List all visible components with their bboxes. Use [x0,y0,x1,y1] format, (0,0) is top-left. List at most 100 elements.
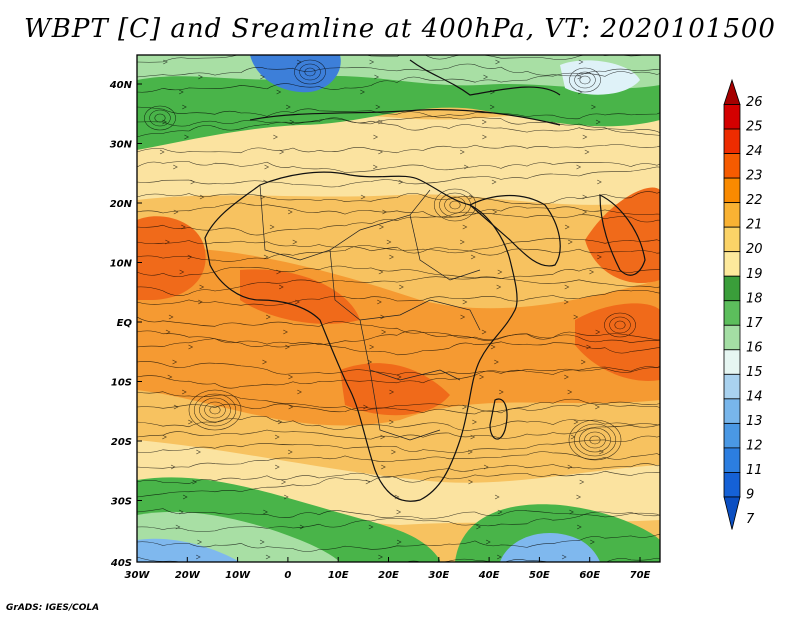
mediterranean-coastline [249,109,561,126]
streamline-arrow [579,479,585,485]
streamline-arrow [260,194,266,200]
wbpt-cold-pool-southwest [137,538,240,562]
vortex-ring [584,431,606,449]
streamline-arrow [172,359,178,365]
vortex-ring [144,105,176,131]
streamline-arrow [278,284,284,290]
streamline-arrow [196,449,201,455]
streamline-arrow [179,269,185,275]
colorbar-swatch [723,447,741,473]
lat-tick-label: 40N [109,80,133,91]
streamline-arrow [497,269,503,275]
streamline-arrow [582,134,588,140]
streamline-arrow [368,524,374,530]
streamline-arrow [188,419,193,425]
colorbar-label: 20 [746,242,763,257]
streamline-arrow [492,209,498,215]
streamline-arrow [489,104,495,110]
streamline-arrow [564,374,569,380]
streamline-arrow [380,434,386,440]
streamline [137,330,660,348]
streamline-arrow [399,284,404,290]
streamline-arrow [369,344,375,350]
wbpt-max-indian-ocean [575,303,660,381]
streamline [137,237,660,262]
coastlines [204,59,646,502]
streamline-arrow [178,509,184,515]
colorbar-label: 12 [746,438,763,453]
streamline-arrow [564,284,570,290]
streamline-arrow [190,179,196,185]
map-frame [136,54,661,563]
country-borders [259,184,481,441]
streamline-arrow [184,134,190,140]
streamline-arrow [582,194,588,200]
streamline-arrow [360,89,365,95]
streamline-arrow [382,209,388,215]
wbpt-band-19-20 [137,109,660,205]
streamline-arrow [199,284,205,290]
streamline-arrow [285,344,290,350]
wbpt-band-19-20-south [137,440,660,525]
lat-tick-label: 10S [111,378,132,389]
colorbar-label: 16 [746,340,763,355]
vortex-ring [604,312,636,338]
colorbar-swatch [723,300,741,326]
lat-tick-label: 10N [110,259,133,270]
streamline [137,55,647,63]
streamline-arrow [561,554,567,560]
streamline-arrow [173,404,179,410]
streamline-arrow [198,74,203,80]
streamline-arrow [360,194,366,200]
streamline-arrow [497,509,503,515]
streamline-arrow [262,359,268,365]
streamline-arrow [570,434,576,440]
streamline-arrow [198,299,203,305]
streamline-arrow [483,74,489,80]
streamline-arrow [178,89,184,95]
vortex-ring [188,389,242,431]
streamline-arrow [463,164,469,170]
wbpt-cold-pool-north [250,55,341,93]
vortex-ring [568,419,622,461]
streamline-arrow [396,374,402,380]
streamline-arrow [468,479,474,485]
lon-tick-label: 40E [478,570,500,581]
streamline-arrow [462,224,468,230]
streamline-arrow [379,224,384,230]
streamline-arrow [496,554,502,560]
streamline-arrow [567,239,573,245]
streamline-arrow [485,539,491,545]
streamline-arrow [285,104,291,110]
colorbar-swatch [723,275,741,302]
streamline-arrow [197,539,203,545]
streamline-arrow [265,554,271,560]
streamline [137,202,660,223]
streamline-arrow [389,254,394,260]
wbpt-band-17-18-southeast [455,504,660,562]
streamline [137,144,660,154]
streamline [137,415,660,431]
streamline [137,508,660,520]
colorbar-swatch [723,324,741,351]
streamline-arrow [363,404,368,410]
streamline-arrow [276,89,282,95]
streamline-arrow [564,224,570,230]
streamline-arrow [481,329,487,335]
streamline-arrow [590,539,595,545]
colorbar-label: 17 [746,316,763,331]
streamline-arrow [597,179,602,185]
lat-tick-label: 30N [110,140,133,151]
streamline-arrow [188,344,194,350]
streamline-arrow [195,554,201,560]
streamline-arrow [375,104,381,110]
grads-credit: GrADS: IGES/COLA [6,603,100,613]
streamline-arrow [273,134,278,140]
streamline [137,423,660,440]
vortex-ring [444,196,466,214]
streamline-arrow [580,359,586,365]
lon-tick-label: 70E [630,570,651,581]
wbpt-max-central-africa [340,363,450,416]
streamline-arrow [567,464,573,470]
streamline-arrow [265,314,271,320]
